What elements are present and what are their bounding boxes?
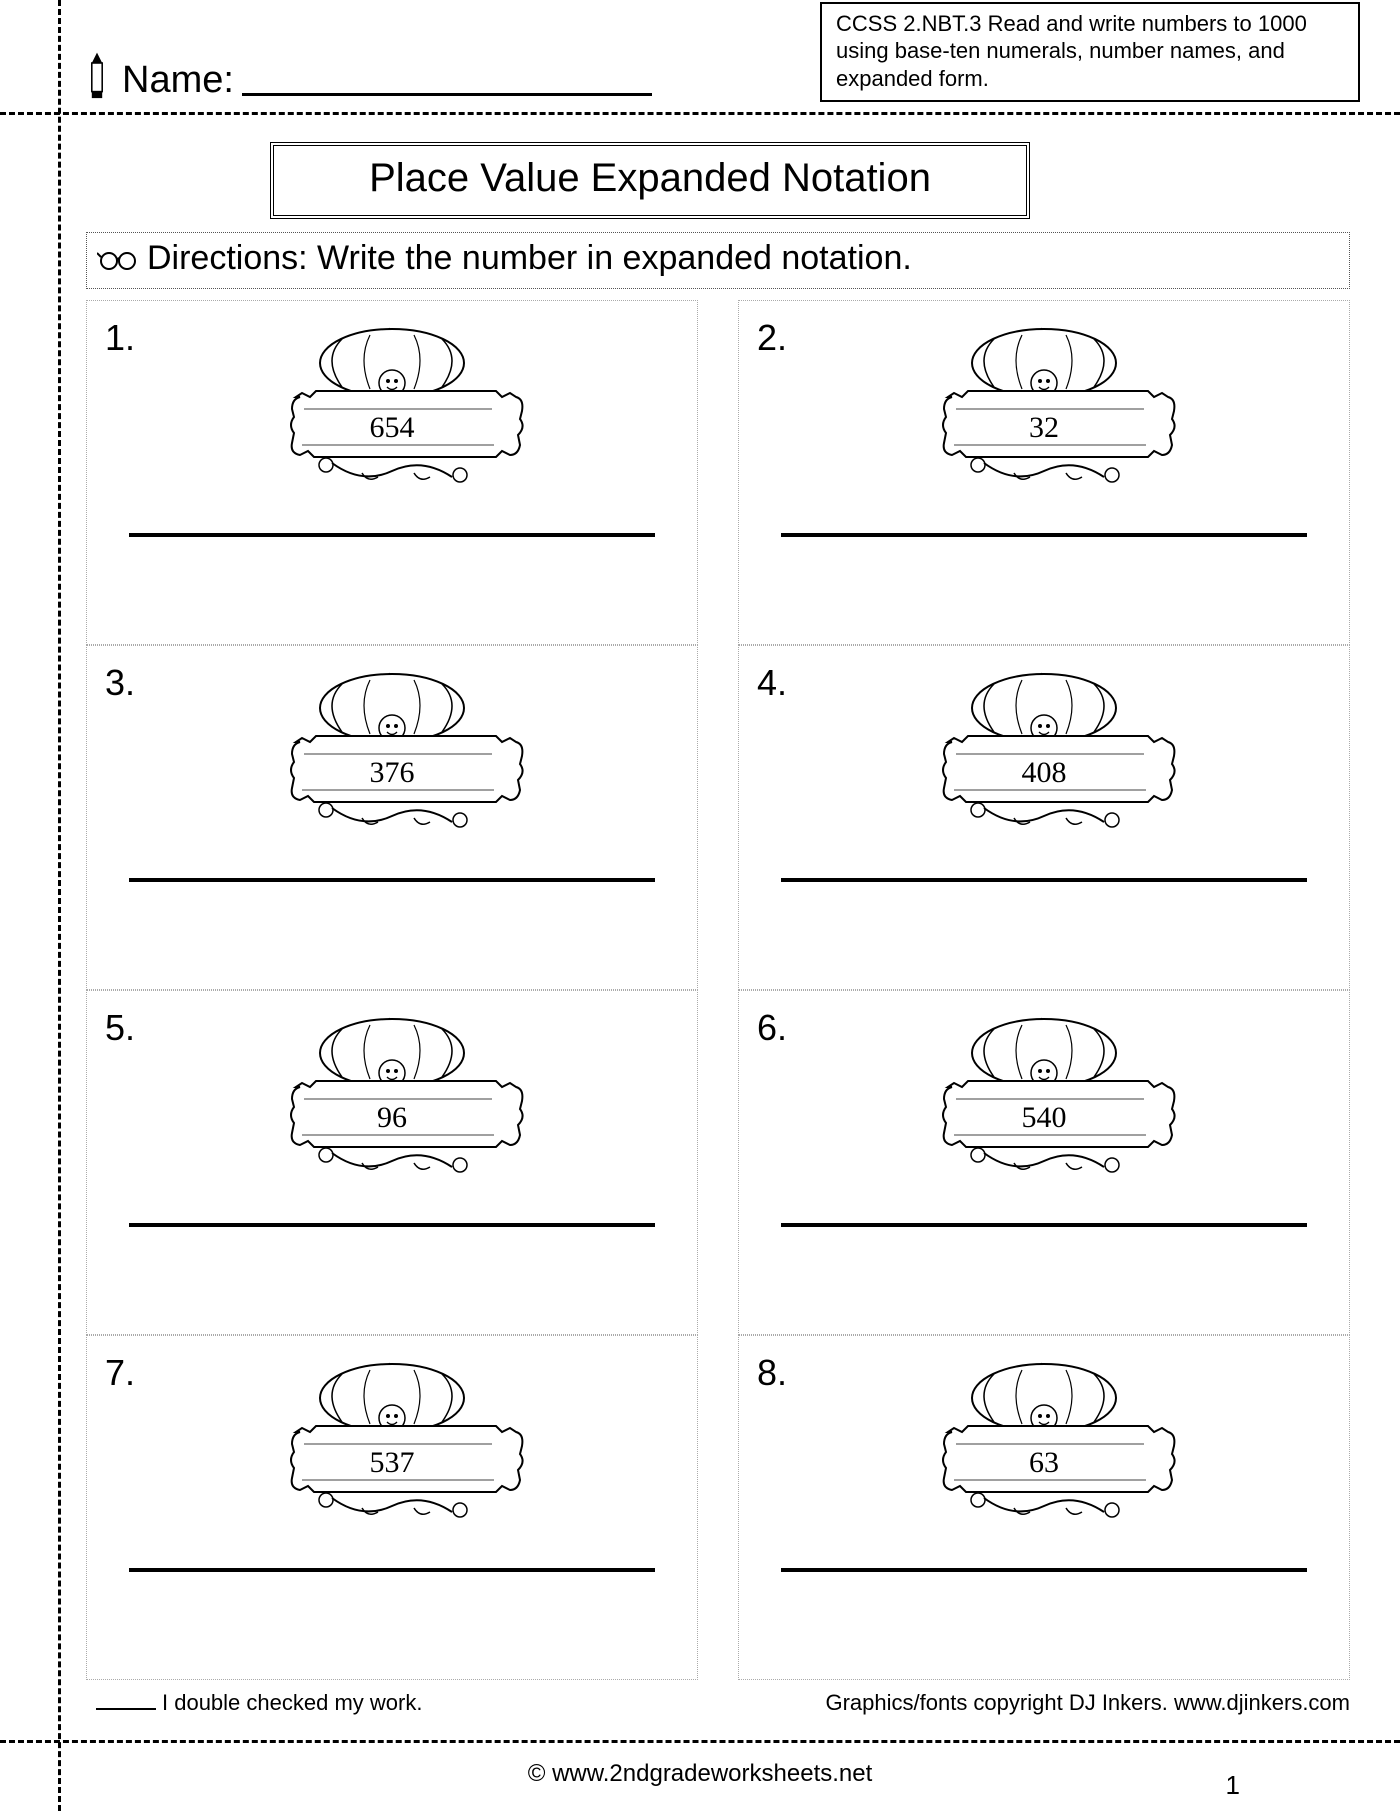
problem-cell: 4. 408: [738, 645, 1350, 990]
name-field: Name:: [80, 50, 652, 102]
problem-cell: 3. 376: [86, 645, 698, 990]
standard-box: CCSS 2.NBT.3 Read and write numbers to 1…: [820, 2, 1360, 103]
problem-cell: 8. 63: [738, 1335, 1350, 1680]
footer-credits: Graphics/fonts copyright DJ Inkers. www.…: [825, 1690, 1350, 1716]
problem-value: 540: [1022, 1101, 1067, 1134]
problem-figure: 654: [109, 323, 675, 493]
problem-number: 5.: [105, 1007, 135, 1049]
name-label: Name:: [122, 59, 234, 102]
problem-figure: 408: [761, 668, 1327, 838]
problem-number: 1.: [105, 317, 135, 359]
pumpkin-sign-icon: 408: [894, 668, 1194, 838]
glasses-icon: [97, 247, 137, 271]
check-blank[interactable]: [96, 1708, 156, 1710]
problem-value: 654: [370, 411, 415, 444]
pumpkin-sign-icon: 376: [242, 668, 542, 838]
answer-blank-line[interactable]: [129, 533, 655, 537]
problem-figure: 540: [761, 1013, 1327, 1183]
pumpkin-sign-icon: 537: [242, 1358, 542, 1528]
problem-cell: 7. 537: [86, 1335, 698, 1680]
name-blank-line[interactable]: [242, 93, 652, 96]
problem-value: 32: [1029, 411, 1059, 444]
problem-value: 63: [1029, 1446, 1059, 1479]
answer-blank-line[interactable]: [129, 1223, 655, 1227]
problem-value: 408: [1022, 756, 1067, 789]
problem-figure: 376: [109, 668, 675, 838]
footer-check: I double checked my work.: [96, 1690, 422, 1716]
pumpkin-sign-icon: 63: [894, 1358, 1194, 1528]
problem-figure: 537: [109, 1358, 675, 1528]
page-title: Place Value Expanded Notation: [270, 142, 1030, 219]
problem-cell: 5. 96: [86, 990, 698, 1335]
answer-blank-line[interactable]: [781, 878, 1307, 882]
cut-line-top: [0, 112, 1400, 115]
check-label: I double checked my work.: [162, 1690, 422, 1715]
pumpkin-sign-icon: 540: [894, 1013, 1194, 1183]
pumpkin-sign-icon: 32: [894, 323, 1194, 493]
problem-figure: 32: [761, 323, 1327, 493]
answer-blank-line[interactable]: [129, 878, 655, 882]
problem-cell: 6. 540: [738, 990, 1350, 1335]
problem-number: 6.: [757, 1007, 787, 1049]
answer-blank-line[interactable]: [781, 533, 1307, 537]
problem-cell: 1. 654: [86, 300, 698, 645]
directions: Directions: Write the number in expanded…: [86, 232, 1350, 289]
problem-figure: 96: [109, 1013, 675, 1183]
problem-number: 8.: [757, 1352, 787, 1394]
problem-value: 376: [370, 756, 415, 789]
answer-blank-line[interactable]: [129, 1568, 655, 1572]
problem-value: 537: [370, 1446, 415, 1479]
cut-line-bottom: [0, 1740, 1400, 1743]
cut-line-left: [58, 0, 61, 1811]
answer-blank-line[interactable]: [781, 1223, 1307, 1227]
problem-number: 2.: [757, 317, 787, 359]
problem-number: 7.: [105, 1352, 135, 1394]
header: Name: CCSS 2.NBT.3 Read and write number…: [80, 22, 1360, 102]
problem-cell: 2. 32: [738, 300, 1350, 645]
footer-site: © www.2ndgradeworksheets.net: [0, 1760, 1400, 1788]
problem-number: 3.: [105, 662, 135, 704]
directions-text: Directions: Write the number in expanded…: [147, 239, 912, 278]
pencil-icon: [80, 50, 114, 102]
pumpkin-sign-icon: 96: [242, 1013, 542, 1183]
page-number: 1: [1226, 1770, 1240, 1801]
problem-grid: 1. 654 2.: [86, 300, 1350, 1680]
pumpkin-sign-icon: 654: [242, 323, 542, 493]
worksheet-page: Name: CCSS 2.NBT.3 Read and write number…: [0, 0, 1400, 1811]
answer-blank-line[interactable]: [781, 1568, 1307, 1572]
problem-value: 96: [377, 1101, 407, 1134]
problem-number: 4.: [757, 662, 787, 704]
problem-figure: 63: [761, 1358, 1327, 1528]
